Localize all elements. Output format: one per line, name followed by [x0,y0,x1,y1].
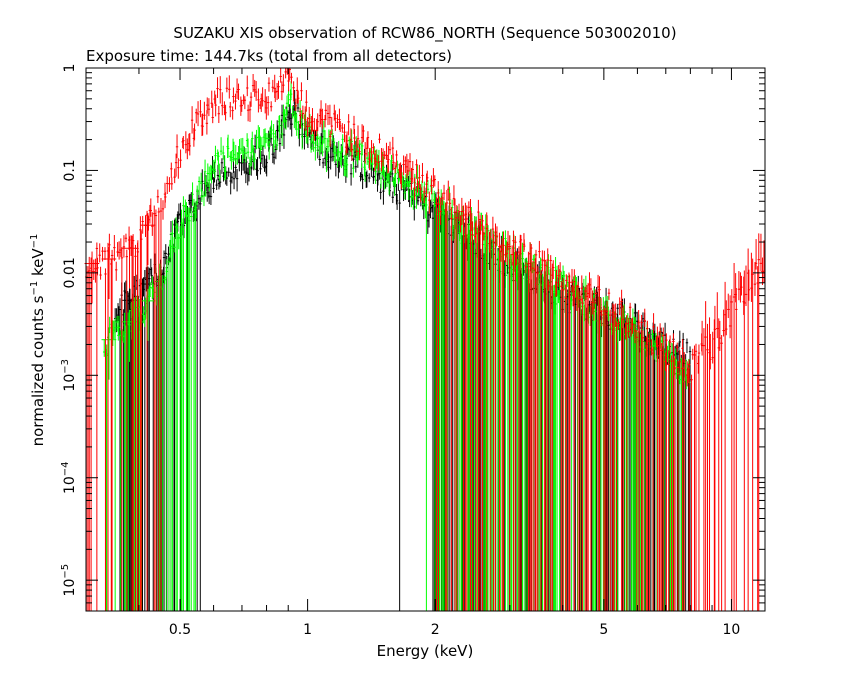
y-tick-mantissa: 0.1 [62,159,78,181]
axis-ticks [85,67,765,612]
x-tick-labels: 0.5 1 2 5 10 [169,622,740,638]
y-tick-mantissa: 1 [62,64,78,73]
x-tick-label: 2 [431,622,440,638]
y-tick-exponent: −4 [60,461,71,476]
y-tick-mantissa: 10 [62,476,78,494]
y-tick-label: 10−4 [60,461,78,494]
chart-title: SUZAKU XIS observation of RCW86_NORTH (S… [173,24,676,43]
x-tick-label: 1 [303,622,312,638]
y-tick-label: 10−5 [60,564,78,597]
y-tick-mantissa: 10 [62,579,78,597]
y-axis-label-prefix: normalized counts s [29,295,47,446]
x-tick-label: 10 [723,622,741,638]
y-axis-label-mid: keV [29,248,47,281]
y-tick-mantissa: 10 [62,374,78,392]
y-tick-exponent: −5 [60,564,71,579]
y-tick-mantissa: 0.01 [62,257,78,288]
y-tick-label: 1 [62,64,78,73]
y-tick-exponent: −3 [60,359,71,374]
y-axis-label: normalized counts s−1 keV−1 [29,234,47,447]
y-axis-label-sup1: −1 [29,281,40,296]
x-tick-label: 0.5 [169,622,191,638]
x-axis-label: Energy (keV) [377,642,474,660]
y-tick-label: 0.01 [62,257,78,288]
y-tick-label: 10−3 [60,359,78,392]
plot-frame [85,67,766,612]
y-tick-label: 0.1 [62,159,78,181]
chart-subtitle: Exposure time: 144.7ks (total from all d… [86,47,452,65]
x-tick-label: 5 [599,622,608,638]
y-axis-label-sup2: −1 [29,234,40,249]
data-marks [84,67,766,611]
